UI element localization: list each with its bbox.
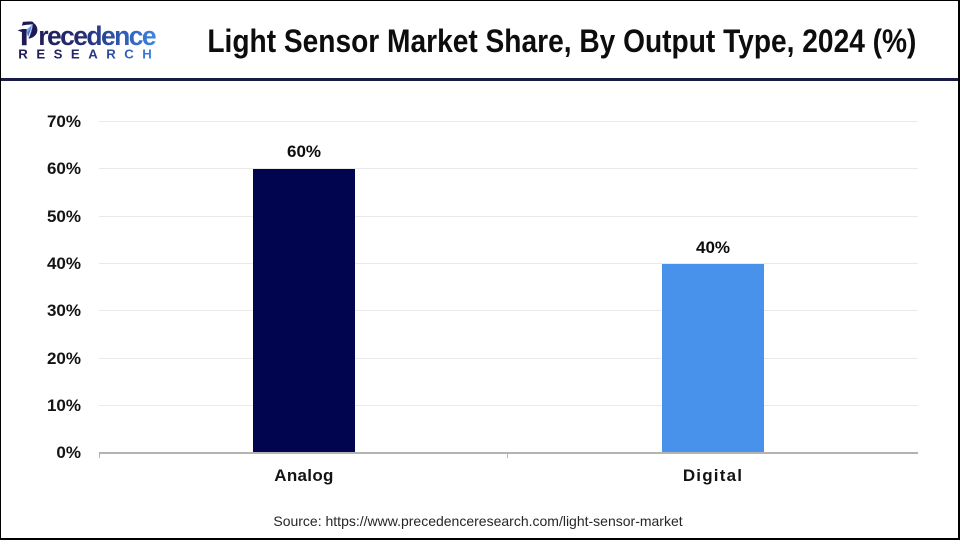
svg-text:RESEARCH: RESEARCH xyxy=(18,46,160,61)
svg-text:recedence: recedence xyxy=(38,21,156,51)
